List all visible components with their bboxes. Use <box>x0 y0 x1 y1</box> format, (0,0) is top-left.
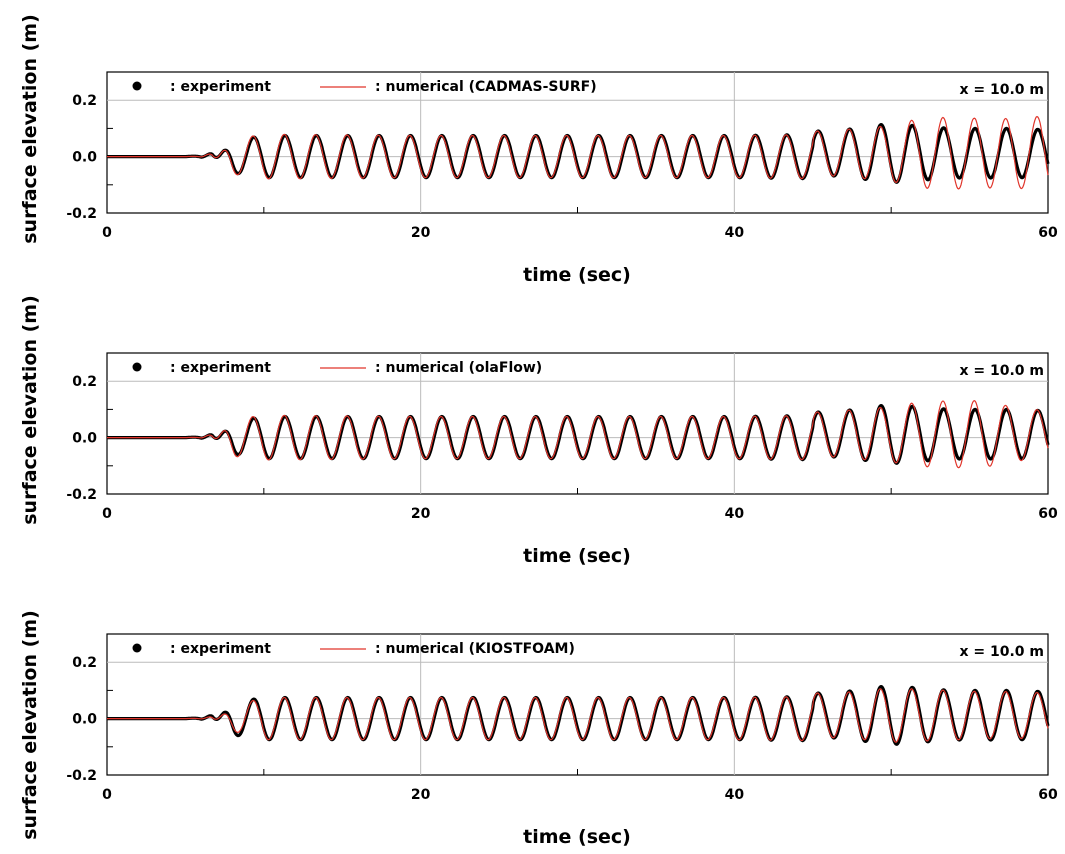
y-tick-label: -0.2 <box>66 206 97 222</box>
x-tick-label: 0 <box>102 225 112 241</box>
location-annotation: x = 10.0 m <box>959 363 1044 379</box>
legend-numerical-label: : numerical (CADMAS-SURF) <box>375 79 597 95</box>
y-tick-label: -0.2 <box>66 768 97 784</box>
x-tick-label: 40 <box>725 506 745 522</box>
series-experiment-line <box>106 685 1050 746</box>
series-numerical-line <box>107 400 1049 469</box>
legend-numerical-label: : numerical (KIOSTFOAM) <box>375 641 575 657</box>
x-axis-title: time (sec) <box>523 826 631 848</box>
chart-panel-1: 0 20 40 60 -0.2 0.0 0.2 time (sec) surface eleva… <box>19 14 1058 286</box>
y-tick-label: 0.2 <box>72 655 97 671</box>
x-tick-label: 60 <box>1038 506 1058 522</box>
x-tick-label: 0 <box>102 506 112 522</box>
x-axis-title: time (sec) <box>523 545 631 567</box>
series-experiment-line <box>106 404 1050 465</box>
x-tick-label: 20 <box>411 787 431 803</box>
legend-experiment-marker <box>132 362 142 372</box>
y-axis-title: surface elevation (m) <box>19 14 41 244</box>
x-tick-label: 60 <box>1038 787 1058 803</box>
y-axis-title: surface elevation (m) <box>19 610 41 840</box>
y-tick-label: -0.2 <box>66 487 97 503</box>
legend-numerical-label: : numerical (olaFlow) <box>375 360 542 376</box>
chart-panel-3: 0 20 40 60 -0.2 0.0 0.2 time (sec) surface eleva… <box>19 610 1058 848</box>
location-annotation: x = 10.0 m <box>959 82 1044 98</box>
legend-experiment-label: : experiment <box>170 360 271 376</box>
legend-experiment-label: : experiment <box>170 79 271 95</box>
y-tick-label: 0.0 <box>72 150 97 166</box>
y-tick-label: 0.2 <box>72 374 97 390</box>
x-tick-label: 40 <box>725 225 745 241</box>
series-numerical-line <box>107 115 1049 190</box>
legend-experiment-label: : experiment <box>170 641 271 657</box>
series-numerical-line <box>107 688 1049 743</box>
location-annotation: x = 10.0 m <box>959 644 1044 660</box>
x-tick-label: 40 <box>725 787 745 803</box>
y-axis-title: surface elevation (m) <box>19 295 41 525</box>
legend-experiment-marker <box>132 81 142 91</box>
x-tick-label: 20 <box>411 225 431 241</box>
chart-panel-2: 0 20 40 60 -0.2 0.0 0.2 time (sec) surface eleva… <box>19 295 1058 567</box>
x-axis-title: time (sec) <box>523 264 631 286</box>
legend-experiment-marker <box>132 643 142 653</box>
x-tick-label: 0 <box>102 787 112 803</box>
x-tick-label: 60 <box>1038 225 1058 241</box>
x-tick-label: 20 <box>411 506 431 522</box>
y-tick-label: 0.2 <box>72 93 97 109</box>
y-tick-label: 0.0 <box>72 712 97 728</box>
y-tick-label: 0.0 <box>72 431 97 447</box>
series-experiment-line <box>106 123 1050 184</box>
